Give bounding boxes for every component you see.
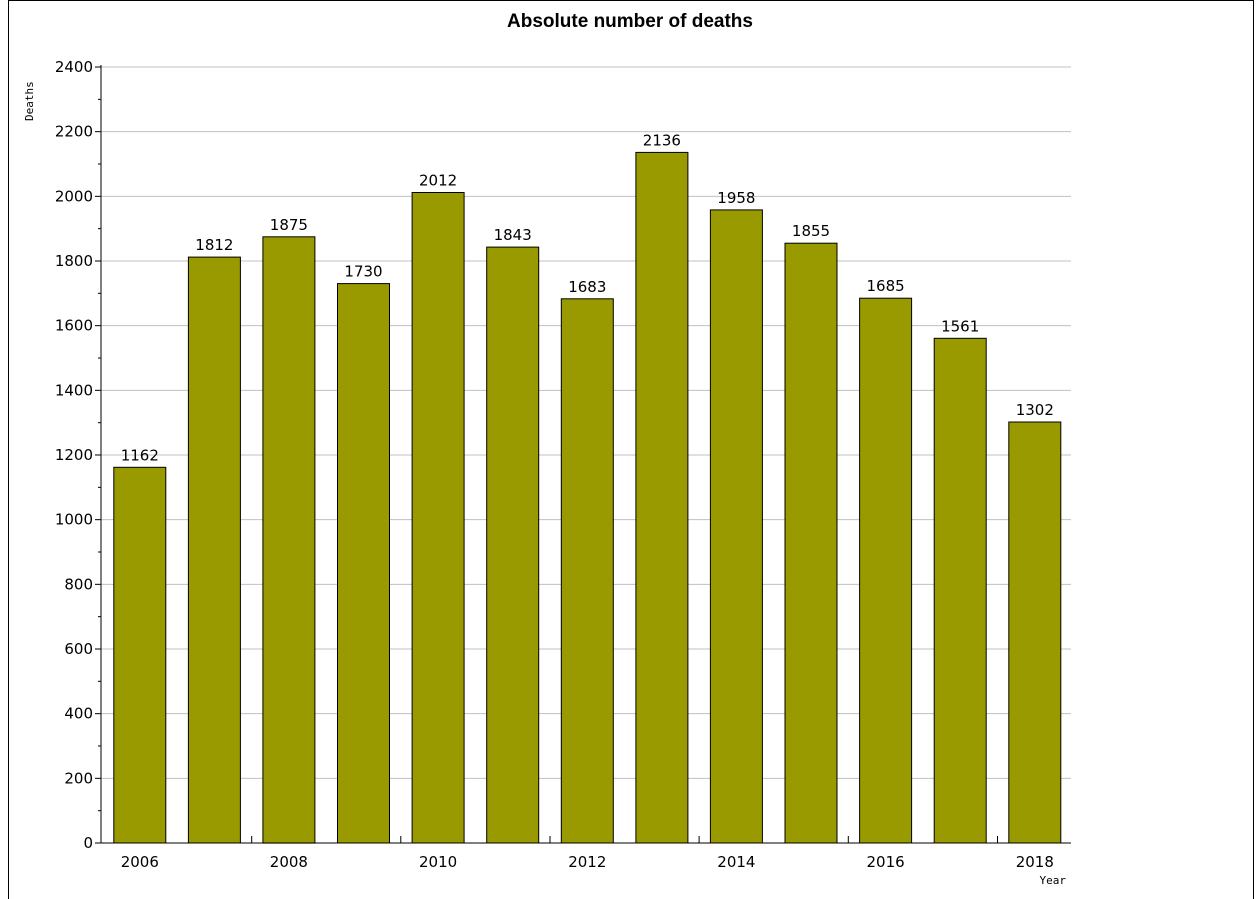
x-tick-label: 2006 [121,853,159,871]
bar-2015 [784,242,838,844]
data-label-2012: 1683 [568,278,606,296]
y-tick-label: 1800 [55,252,93,270]
y-tick-label: 1000 [55,511,93,529]
labels: 0 200 400 600 800 1000 1200 1400 1600 1800 2000 220… [55,58,1054,871]
bar-2011 [486,246,540,844]
chart-title: Absolute number of deaths [507,11,753,32]
data-label-2011: 1843 [494,226,532,244]
bar-2012 [560,298,614,844]
data-label-2016: 1685 [867,277,905,295]
y-tick-label: 800 [64,575,93,593]
bar-2017 [933,337,987,844]
bar-2010 [411,192,465,844]
axes [95,65,1071,844]
y-tick-label: 200 [64,769,93,787]
y-tick-label: 600 [64,640,93,658]
bars [113,151,1062,844]
y-tick-label: 2200 [55,123,93,141]
bar-2008 [262,236,316,844]
bar-2007 [187,256,241,844]
data-label-2013: 2136 [643,131,681,149]
y-tick-label: 400 [64,705,93,723]
data-label-2006: 1162 [121,446,159,464]
x-axis-label: Year [1040,874,1067,887]
x-tick-label: 2010 [419,853,457,871]
data-label-2017: 1561 [941,317,979,335]
y-axis-label: Deaths [23,81,36,121]
y-tick-label: 1400 [55,381,93,399]
bar-2006 [113,466,167,844]
y-tick-label: 1600 [55,317,93,335]
data-label-2010: 2012 [419,172,457,190]
data-label-2014: 1958 [717,189,755,207]
data-label-2009: 1730 [344,263,382,281]
data-label-2018: 1302 [1016,401,1054,419]
bar-2013 [635,151,689,844]
x-tick-label: 2012 [568,853,606,871]
bar-2014 [709,209,763,844]
y-tick-label: 2000 [55,187,93,205]
bar-2016 [859,297,913,844]
x-tick-label: 2008 [270,853,308,871]
bar-2009 [337,283,390,844]
x-tick-label: 2016 [867,853,905,871]
x-tick-label: 2018 [1016,853,1054,871]
data-label-2008: 1875 [270,216,308,234]
data-label-2007: 1812 [195,236,233,254]
y-tick-label: 1200 [55,446,93,464]
x-tick-label: 2014 [717,853,755,871]
y-tick-label: 2400 [55,58,93,76]
bar-2018 [1008,421,1062,844]
data-label-2015: 1855 [792,222,830,240]
y-tick-label: 0 [83,834,93,852]
